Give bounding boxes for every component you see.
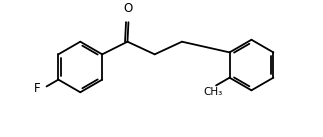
Text: O: O — [124, 2, 133, 15]
Text: CH₃: CH₃ — [203, 87, 222, 97]
Text: F: F — [34, 82, 40, 95]
